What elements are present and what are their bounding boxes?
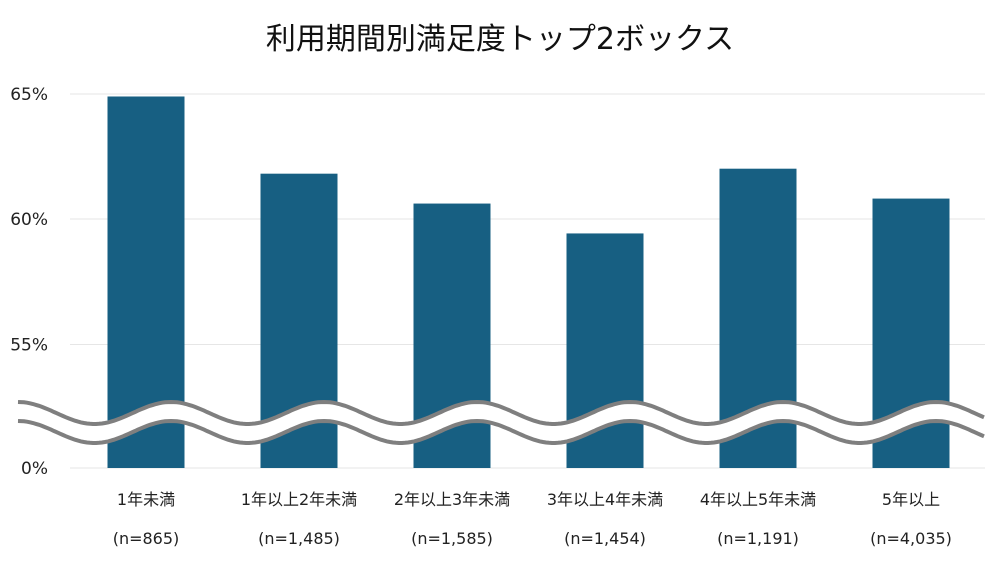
x-sample-size-label: (n=1,454) bbox=[564, 529, 646, 548]
x-category-label: 1年以上2年未満 bbox=[241, 490, 357, 509]
axis-break-gap bbox=[18, 402, 985, 443]
y-tick-label: 65% bbox=[10, 85, 48, 105]
x-category-label: 3年以上4年未満 bbox=[547, 490, 663, 509]
x-category-label: 5年以上 bbox=[882, 490, 940, 509]
x-sample-size-label: (n=4,035) bbox=[870, 529, 952, 548]
y-tick-label: 0% bbox=[21, 459, 48, 479]
x-sample-size-label: (n=1,191) bbox=[717, 529, 799, 548]
y-tick-label: 60% bbox=[10, 210, 48, 230]
x-category-label: 2年以上3年未満 bbox=[394, 490, 510, 509]
chart-title: 利用期間別満足度トップ2ボックス bbox=[265, 22, 735, 57]
axis-break-line bbox=[17, 399, 985, 426]
x-category-label: 4年以上5年未満 bbox=[700, 490, 816, 509]
x-sample-size-label: (n=1,485) bbox=[258, 529, 340, 548]
axis-break-line bbox=[17, 418, 985, 445]
x-sample-size-label: (n=865) bbox=[113, 529, 180, 548]
y-tick-label: 55% bbox=[10, 336, 48, 356]
x-category-label: 1年未満 bbox=[117, 490, 175, 509]
x-sample-size-label: (n=1,585) bbox=[411, 529, 493, 548]
